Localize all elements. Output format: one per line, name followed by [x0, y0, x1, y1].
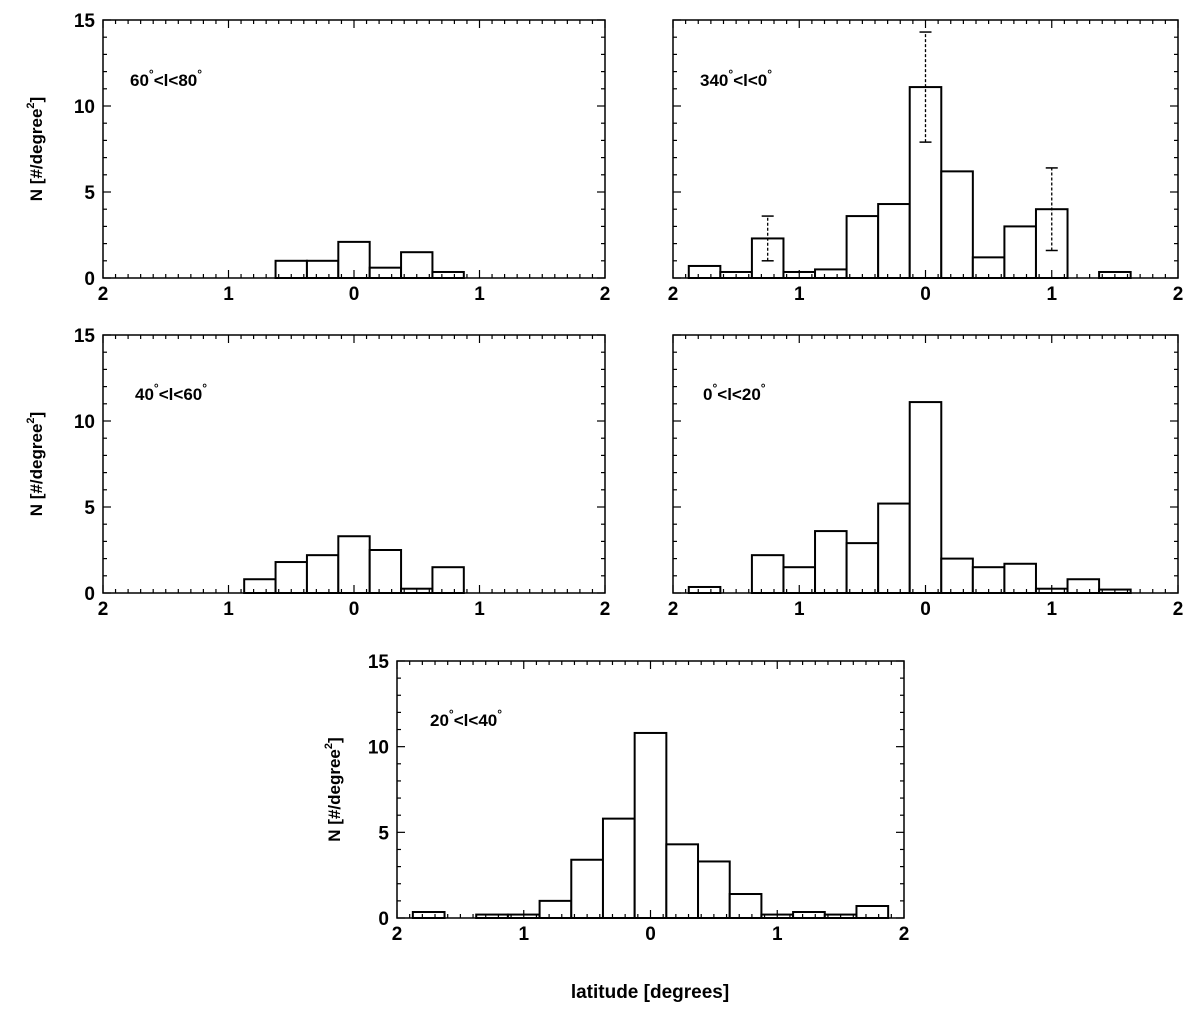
y-tick-label: 10: [74, 412, 95, 433]
histogram-bar: [305, 554, 340, 594]
panel-label: 60°<l<80°: [130, 67, 202, 90]
x-tick-label: 0: [920, 599, 931, 620]
x-tick-label: 1: [794, 599, 805, 620]
histogram-bar: [697, 860, 731, 920]
histogram-bar: [1003, 562, 1037, 595]
x-tick-label: 1: [1046, 599, 1057, 620]
histogram-bar: [971, 566, 1006, 595]
histogram-bar: [337, 535, 371, 594]
panel-label: 40°<l<60°: [135, 381, 207, 404]
x-tick-label: 1: [772, 924, 783, 945]
y-tick-label: 15: [74, 11, 96, 32]
x-tick-label: 2: [668, 599, 679, 620]
y-tick-label: 10: [368, 738, 389, 759]
histogram-bar: [845, 215, 880, 279]
x-tick-label: 0: [920, 284, 931, 305]
x-tick-label: 2: [392, 924, 403, 945]
histogram-bar: [814, 268, 848, 279]
y-tick-label: 0: [84, 269, 95, 290]
panel-3: 2 1 0 1 2 0°<l<20°: [668, 334, 1184, 620]
y-tick-label: 0: [378, 909, 389, 930]
x-tick-label: 2: [98, 599, 109, 620]
x-tick-label: 1: [1046, 284, 1057, 305]
panel-label: 340°<l<0°: [700, 67, 772, 90]
histogram-bar: [728, 893, 763, 919]
x-tick-label: 1: [474, 284, 485, 305]
x-tick-label: 2: [1173, 284, 1184, 305]
histogram-bar: [243, 578, 277, 594]
panel-label: 0°<l<20°: [703, 381, 766, 404]
common-x-axis-label: latitude [degrees]: [571, 982, 729, 1003]
histogram-bar: [368, 549, 403, 594]
histogram-bar: [601, 817, 636, 919]
plot-frame: [102, 19, 606, 279]
histogram-bar: [305, 259, 340, 279]
histogram-bar: [411, 911, 446, 920]
y-tick-label: 10: [74, 97, 95, 118]
histogram-bar: [908, 401, 943, 594]
histogram-bar: [687, 264, 722, 279]
histogram-bar: [855, 905, 890, 919]
y-axis-label: N [#/degree2]: [323, 737, 344, 841]
y-axis-label: N [#/degree2]: [25, 97, 46, 201]
histogram-bar: [665, 843, 700, 919]
x-tick-label: 1: [223, 284, 234, 305]
histogram-bar: [400, 251, 434, 279]
histogram-bar: [1003, 225, 1037, 279]
panel-label: 20°<l<40°: [430, 707, 502, 730]
x-tick-label: 0: [349, 284, 360, 305]
y-tick-label: 0: [84, 584, 95, 605]
histogram-bar: [1066, 578, 1101, 594]
x-tick-label: 2: [668, 284, 679, 305]
y-tick-label: 5: [378, 823, 389, 844]
x-tick-label: 2: [600, 599, 611, 620]
y-tick-label: 15: [368, 652, 390, 673]
histogram-bar: [877, 502, 911, 594]
x-tick-label: 1: [223, 599, 234, 620]
histogram-bar: [687, 585, 722, 594]
histogram-bar: [940, 170, 974, 279]
x-tick-label: 2: [98, 284, 109, 305]
histogram-bar: [633, 731, 668, 920]
histogram-bar: [940, 557, 974, 594]
histogram-bar: [845, 542, 880, 594]
x-tick-label: 1: [518, 924, 529, 945]
histogram-bar: [814, 530, 848, 595]
x-tick-label: 1: [474, 599, 485, 620]
error-bar: [761, 215, 774, 262]
x-tick-label: 0: [349, 599, 360, 620]
histogram-bar: [538, 899, 573, 919]
histogram-bar: [274, 561, 308, 594]
histogram-bar: [750, 554, 785, 594]
histogram-bar: [792, 911, 826, 920]
y-axis-label: N [#/degree2]: [25, 412, 46, 516]
error-bar: [1045, 167, 1058, 252]
y-tick-label: 5: [84, 498, 95, 519]
histogram-bar: [368, 266, 403, 279]
histogram-bar: [877, 203, 911, 279]
panel-1: 2 1 0 1 2 340°<l<0°: [668, 19, 1184, 305]
histogram-bar: [431, 566, 465, 595]
x-tick-label: 2: [600, 284, 611, 305]
x-tick-label: 1: [794, 284, 805, 305]
y-tick-label: 5: [84, 183, 95, 204]
y-tick-label: 15: [74, 326, 96, 347]
histogram-bar: [337, 240, 371, 280]
x-tick-label: 2: [1173, 599, 1184, 620]
error-bar: [919, 31, 932, 143]
x-tick-label: 0: [645, 924, 656, 945]
histogram-bar: [570, 858, 604, 919]
x-tick-label: 2: [899, 924, 910, 945]
histogram-bar: [431, 270, 465, 280]
